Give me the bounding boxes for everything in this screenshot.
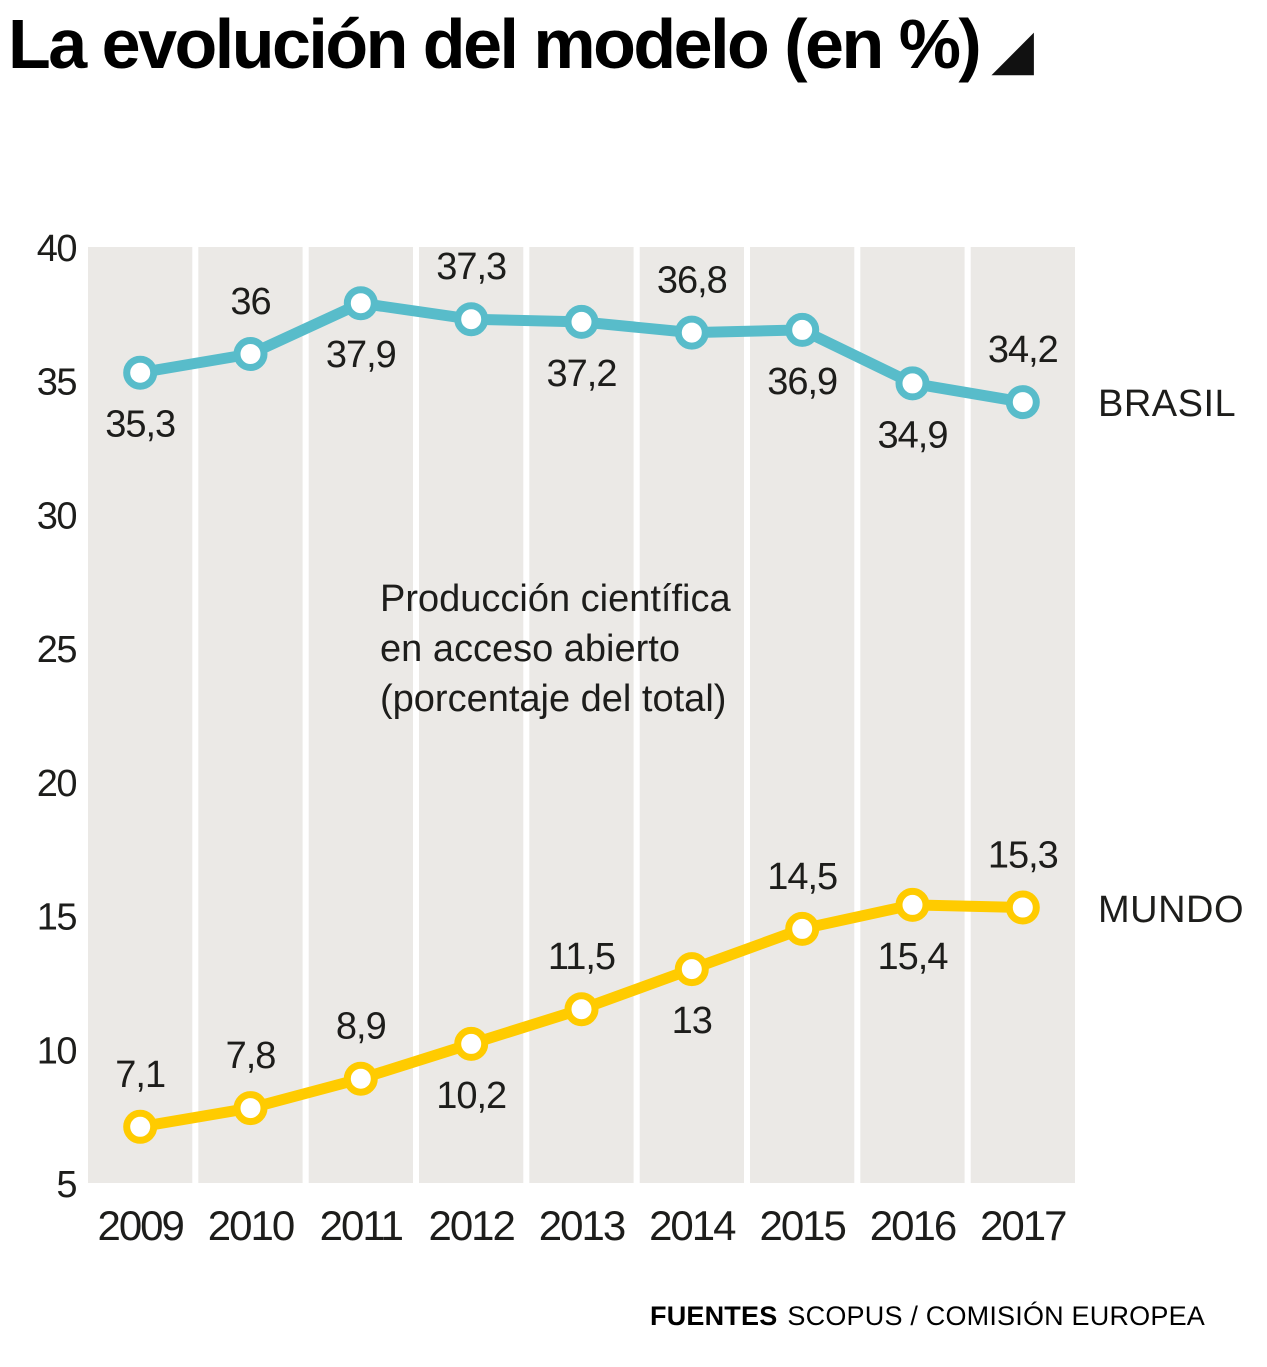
sources-footer: FUENTES SCOPUS / COMISIÓN EUROPEA [650, 1301, 1205, 1332]
data-point-brasil-2010 [233, 337, 268, 371]
data-point-mundo-2010 [233, 1091, 268, 1126]
page-title-text: La evolución del modelo (en %) [8, 5, 982, 83]
data-label-brasil-2013: 37,2 [547, 353, 617, 395]
data-point-mundo-2017 [1005, 890, 1040, 925]
data-point-mundo-2016 [895, 887, 930, 922]
data-label-brasil-2015: 36,9 [767, 361, 837, 403]
x-axis-label: 2011 [320, 1202, 403, 1249]
plot-column-2009 [88, 247, 193, 1183]
data-point-mundo-2012 [454, 1026, 489, 1061]
x-axis-label: 2017 [980, 1202, 1066, 1249]
plot-column-2011 [308, 247, 413, 1183]
plot-column-2015 [750, 247, 855, 1183]
y-axis-label: 10 [37, 1030, 77, 1072]
y-axis-label: 5 [56, 1164, 76, 1206]
data-point-brasil-2009 [123, 355, 158, 390]
x-axis-label: 2012 [428, 1202, 514, 1249]
series-label-mundo: MUNDO [1098, 889, 1245, 931]
sources-text: SCOPUS / COMISIÓN EUROPEA [787, 1301, 1205, 1331]
x-axis-label: 2009 [97, 1202, 183, 1249]
annotation-line-2: en acceso abierto [380, 628, 680, 670]
x-axis-label: 2016 [870, 1202, 956, 1249]
data-label-brasil-2017: 34,2 [988, 329, 1058, 371]
data-label-brasil-2010: 36 [230, 281, 270, 323]
series-label-brasil: BRASIL [1098, 383, 1237, 425]
data-label-mundo-2009: 7,1 [115, 1054, 165, 1096]
data-label-brasil-2014: 36,8 [657, 260, 727, 302]
data-point-brasil-2011 [343, 286, 378, 321]
data-point-brasil-2014 [674, 315, 709, 350]
x-axis-label: 2015 [759, 1202, 845, 1249]
data-point-brasil-2017 [1005, 385, 1040, 420]
plot-column-2013 [529, 247, 634, 1183]
y-axis-label: 40 [37, 228, 77, 270]
sources-label: FUENTES [650, 1301, 778, 1331]
x-axis-label: 2010 [208, 1202, 294, 1249]
data-label-mundo-2010: 7,8 [226, 1035, 276, 1077]
chart-annotation: Producción científica en acceso abierto … [380, 574, 731, 724]
data-label-mundo-2011: 8,9 [336, 1006, 386, 1048]
lower-right-triangle-icon: ◢ [993, 22, 1034, 80]
plot-column-2016 [860, 247, 965, 1183]
data-point-mundo-2014 [674, 952, 709, 987]
annotation-line-3: (porcentaje del total) [380, 678, 727, 720]
data-label-brasil-2011: 37,9 [326, 334, 396, 376]
data-point-brasil-2012 [454, 302, 489, 337]
data-label-mundo-2012: 10,2 [436, 1075, 506, 1117]
data-label-mundo-2017: 15,3 [988, 835, 1058, 877]
y-axis-label: 30 [37, 495, 77, 537]
data-point-mundo-2013 [564, 992, 599, 1027]
y-axis-label: 35 [37, 362, 77, 404]
page-title: La evolución del modelo (en %) ◢ [8, 4, 1033, 84]
y-axis-label: 25 [37, 629, 77, 671]
data-label-brasil-2016: 34,9 [878, 414, 948, 456]
data-label-mundo-2014: 13 [672, 1000, 712, 1042]
y-axis-label: 20 [37, 763, 77, 805]
data-point-brasil-2016 [895, 366, 930, 401]
data-point-mundo-2009 [123, 1109, 158, 1144]
plot-column-2014 [639, 247, 744, 1183]
data-label-mundo-2013: 11,5 [548, 936, 615, 978]
data-label-mundo-2015: 14,5 [767, 856, 837, 898]
data-label-brasil-2009: 35,3 [105, 404, 175, 446]
x-axis-label: 2014 [649, 1202, 736, 1249]
plot-column-2010 [198, 247, 303, 1183]
annotation-line-1: Producción científica [380, 578, 731, 620]
data-point-mundo-2015 [785, 911, 820, 946]
data-point-brasil-2015 [785, 312, 820, 347]
data-label-brasil-2012: 37,3 [436, 246, 506, 288]
data-point-mundo-2011 [343, 1061, 378, 1096]
y-axis-label: 15 [37, 897, 77, 939]
data-point-brasil-2013 [564, 304, 599, 339]
data-label-mundo-2016: 15,4 [878, 936, 949, 978]
x-axis-label: 2013 [539, 1202, 625, 1249]
